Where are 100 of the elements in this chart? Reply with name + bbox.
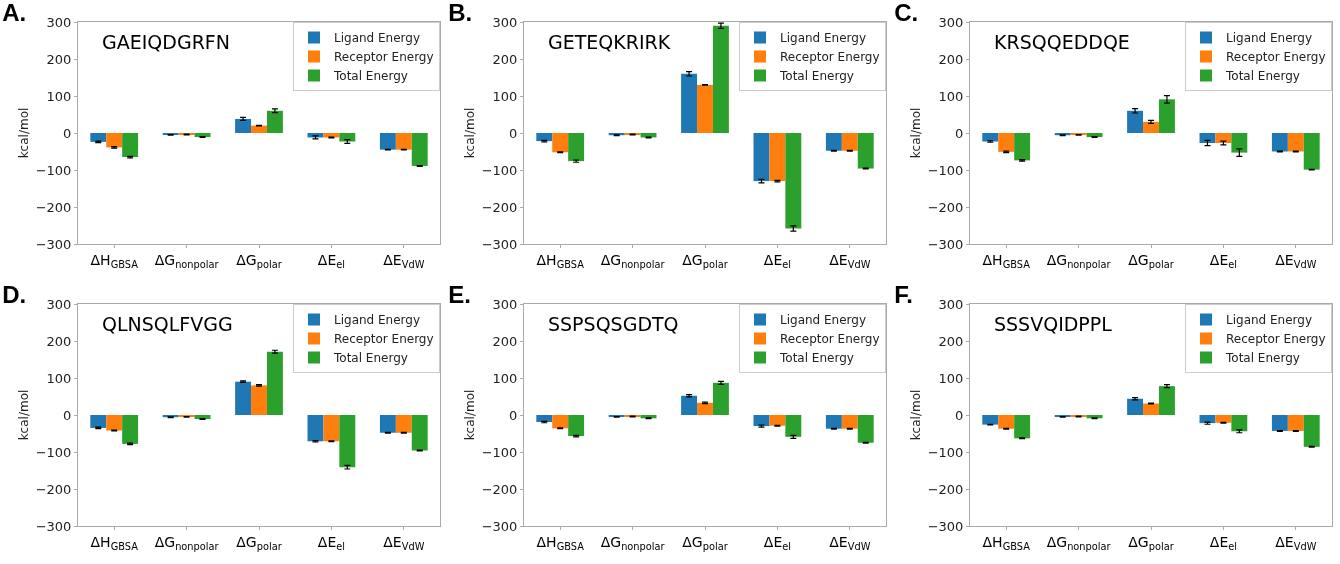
chart-title: C.	[894, 0, 919, 27]
bar	[857, 415, 874, 443]
bar	[769, 133, 786, 182]
bar	[552, 133, 569, 153]
y-tick-label: 200	[492, 333, 518, 349]
y-tick-label: −200	[35, 199, 72, 215]
bar	[536, 133, 553, 142]
bar	[1271, 415, 1288, 431]
bar	[1271, 133, 1288, 152]
x-tick-label: ΔE$_{VdW}$	[1275, 251, 1317, 270]
bar	[536, 415, 553, 423]
y-tick-label: 0	[509, 407, 518, 423]
chart-title: F.	[894, 281, 913, 309]
y-tick-label: −100	[927, 444, 964, 460]
bar	[697, 402, 713, 415]
bar	[307, 415, 324, 442]
legend-label: Ligand Energy	[334, 31, 421, 46]
bar	[712, 25, 729, 133]
y-tick-label: −300	[927, 518, 964, 534]
legend-label: Receptor Energy	[780, 332, 880, 347]
y-tick-label: 200	[46, 51, 72, 67]
x-tick-label: ΔG$_{polar}$	[682, 533, 729, 552]
y-tick-label: −300	[927, 236, 964, 252]
x-tick-label: ΔG$_{nonpolar}$	[1046, 533, 1112, 552]
legend-label: Ligand Energy	[780, 313, 867, 328]
x-tick-label: ΔG$_{nonpolar}$	[1046, 251, 1112, 270]
bar	[785, 415, 802, 437]
y-tick-label: 300	[46, 296, 72, 312]
bar	[1231, 133, 1248, 153]
bar	[106, 133, 123, 148]
legend-label: Ligand Energy	[334, 313, 421, 328]
bar	[1215, 133, 1232, 143]
legend-label: Ligand Energy	[1226, 31, 1313, 46]
y-tick-label: 200	[938, 333, 964, 349]
x-tick-label: ΔG$_{polar}$	[1128, 251, 1175, 270]
y-tick-label: −200	[927, 481, 964, 497]
bar	[697, 84, 713, 133]
x-tick-label: ΔH$_{GBSA}$	[536, 533, 585, 552]
chart-title: D.	[2, 281, 27, 309]
bar	[1303, 133, 1320, 170]
bar	[251, 125, 267, 133]
bar	[681, 395, 698, 415]
bar	[90, 415, 107, 428]
y-tick-label: −300	[481, 236, 518, 252]
bar	[998, 415, 1015, 429]
x-tick-label: ΔE$_{VdW}$	[383, 251, 425, 270]
x-tick-label: ΔG$_{polar}$	[236, 251, 283, 270]
legend-label: Ligand Energy	[1226, 313, 1313, 328]
x-tick-label: ΔE$_{el}$	[1209, 533, 1237, 552]
y-tick-label: 100	[46, 88, 72, 104]
y-tick-label: −300	[35, 236, 72, 252]
bar	[1231, 415, 1248, 432]
y-axis-title: kcal/mol	[16, 107, 31, 159]
bar	[1014, 415, 1031, 439]
bar	[379, 415, 396, 433]
bar	[1158, 99, 1175, 133]
bar	[339, 415, 356, 468]
x-tick-label: ΔE$_{VdW}$	[383, 533, 425, 552]
bar	[235, 118, 252, 133]
bar	[266, 110, 283, 133]
bar	[1215, 415, 1232, 423]
bar	[568, 133, 585, 162]
bar	[1143, 403, 1159, 415]
bar	[395, 133, 412, 150]
y-tick-label: −200	[35, 481, 72, 497]
legend-label: Receptor Energy	[780, 50, 880, 65]
bar	[1287, 415, 1304, 431]
annotation: QLNSQLFVGG	[102, 313, 233, 335]
bar	[251, 385, 267, 415]
legend-label: Receptor Energy	[334, 50, 434, 65]
bar	[122, 133, 139, 158]
bar	[323, 415, 340, 442]
bar	[712, 382, 729, 415]
bar	[106, 415, 123, 431]
chart-title: B.	[448, 0, 473, 27]
y-tick-label: −300	[35, 518, 72, 534]
y-axis-title: kcal/mol	[16, 389, 31, 441]
bar	[122, 415, 139, 444]
bar	[411, 133, 428, 166]
bar	[1127, 398, 1144, 415]
y-tick-label: 100	[492, 370, 518, 386]
annotation: SSPSQSGDTQ	[548, 313, 679, 335]
bar	[339, 133, 356, 142]
bar	[982, 415, 999, 425]
legend-label: Receptor Energy	[334, 332, 434, 347]
y-tick-label: 100	[46, 370, 72, 386]
y-axis-title: kcal/mol	[462, 107, 477, 159]
y-tick-label: −100	[927, 162, 964, 178]
x-tick-label: ΔH$_{GBSA}$	[90, 533, 139, 552]
annotation: GETEQKRIRK	[548, 31, 671, 53]
x-tick-label: ΔH$_{GBSA}$	[982, 533, 1031, 552]
y-tick-label: 100	[938, 370, 964, 386]
x-tick-label: ΔE$_{VdW}$	[1275, 533, 1317, 552]
bar	[1143, 121, 1159, 133]
y-tick-label: −200	[927, 199, 964, 215]
y-tick-label: 0	[509, 125, 518, 141]
bar	[998, 133, 1015, 152]
bar	[825, 415, 842, 429]
x-tick-label: ΔG$_{nonpolar}$	[600, 533, 666, 552]
y-tick-label: −100	[35, 444, 72, 460]
